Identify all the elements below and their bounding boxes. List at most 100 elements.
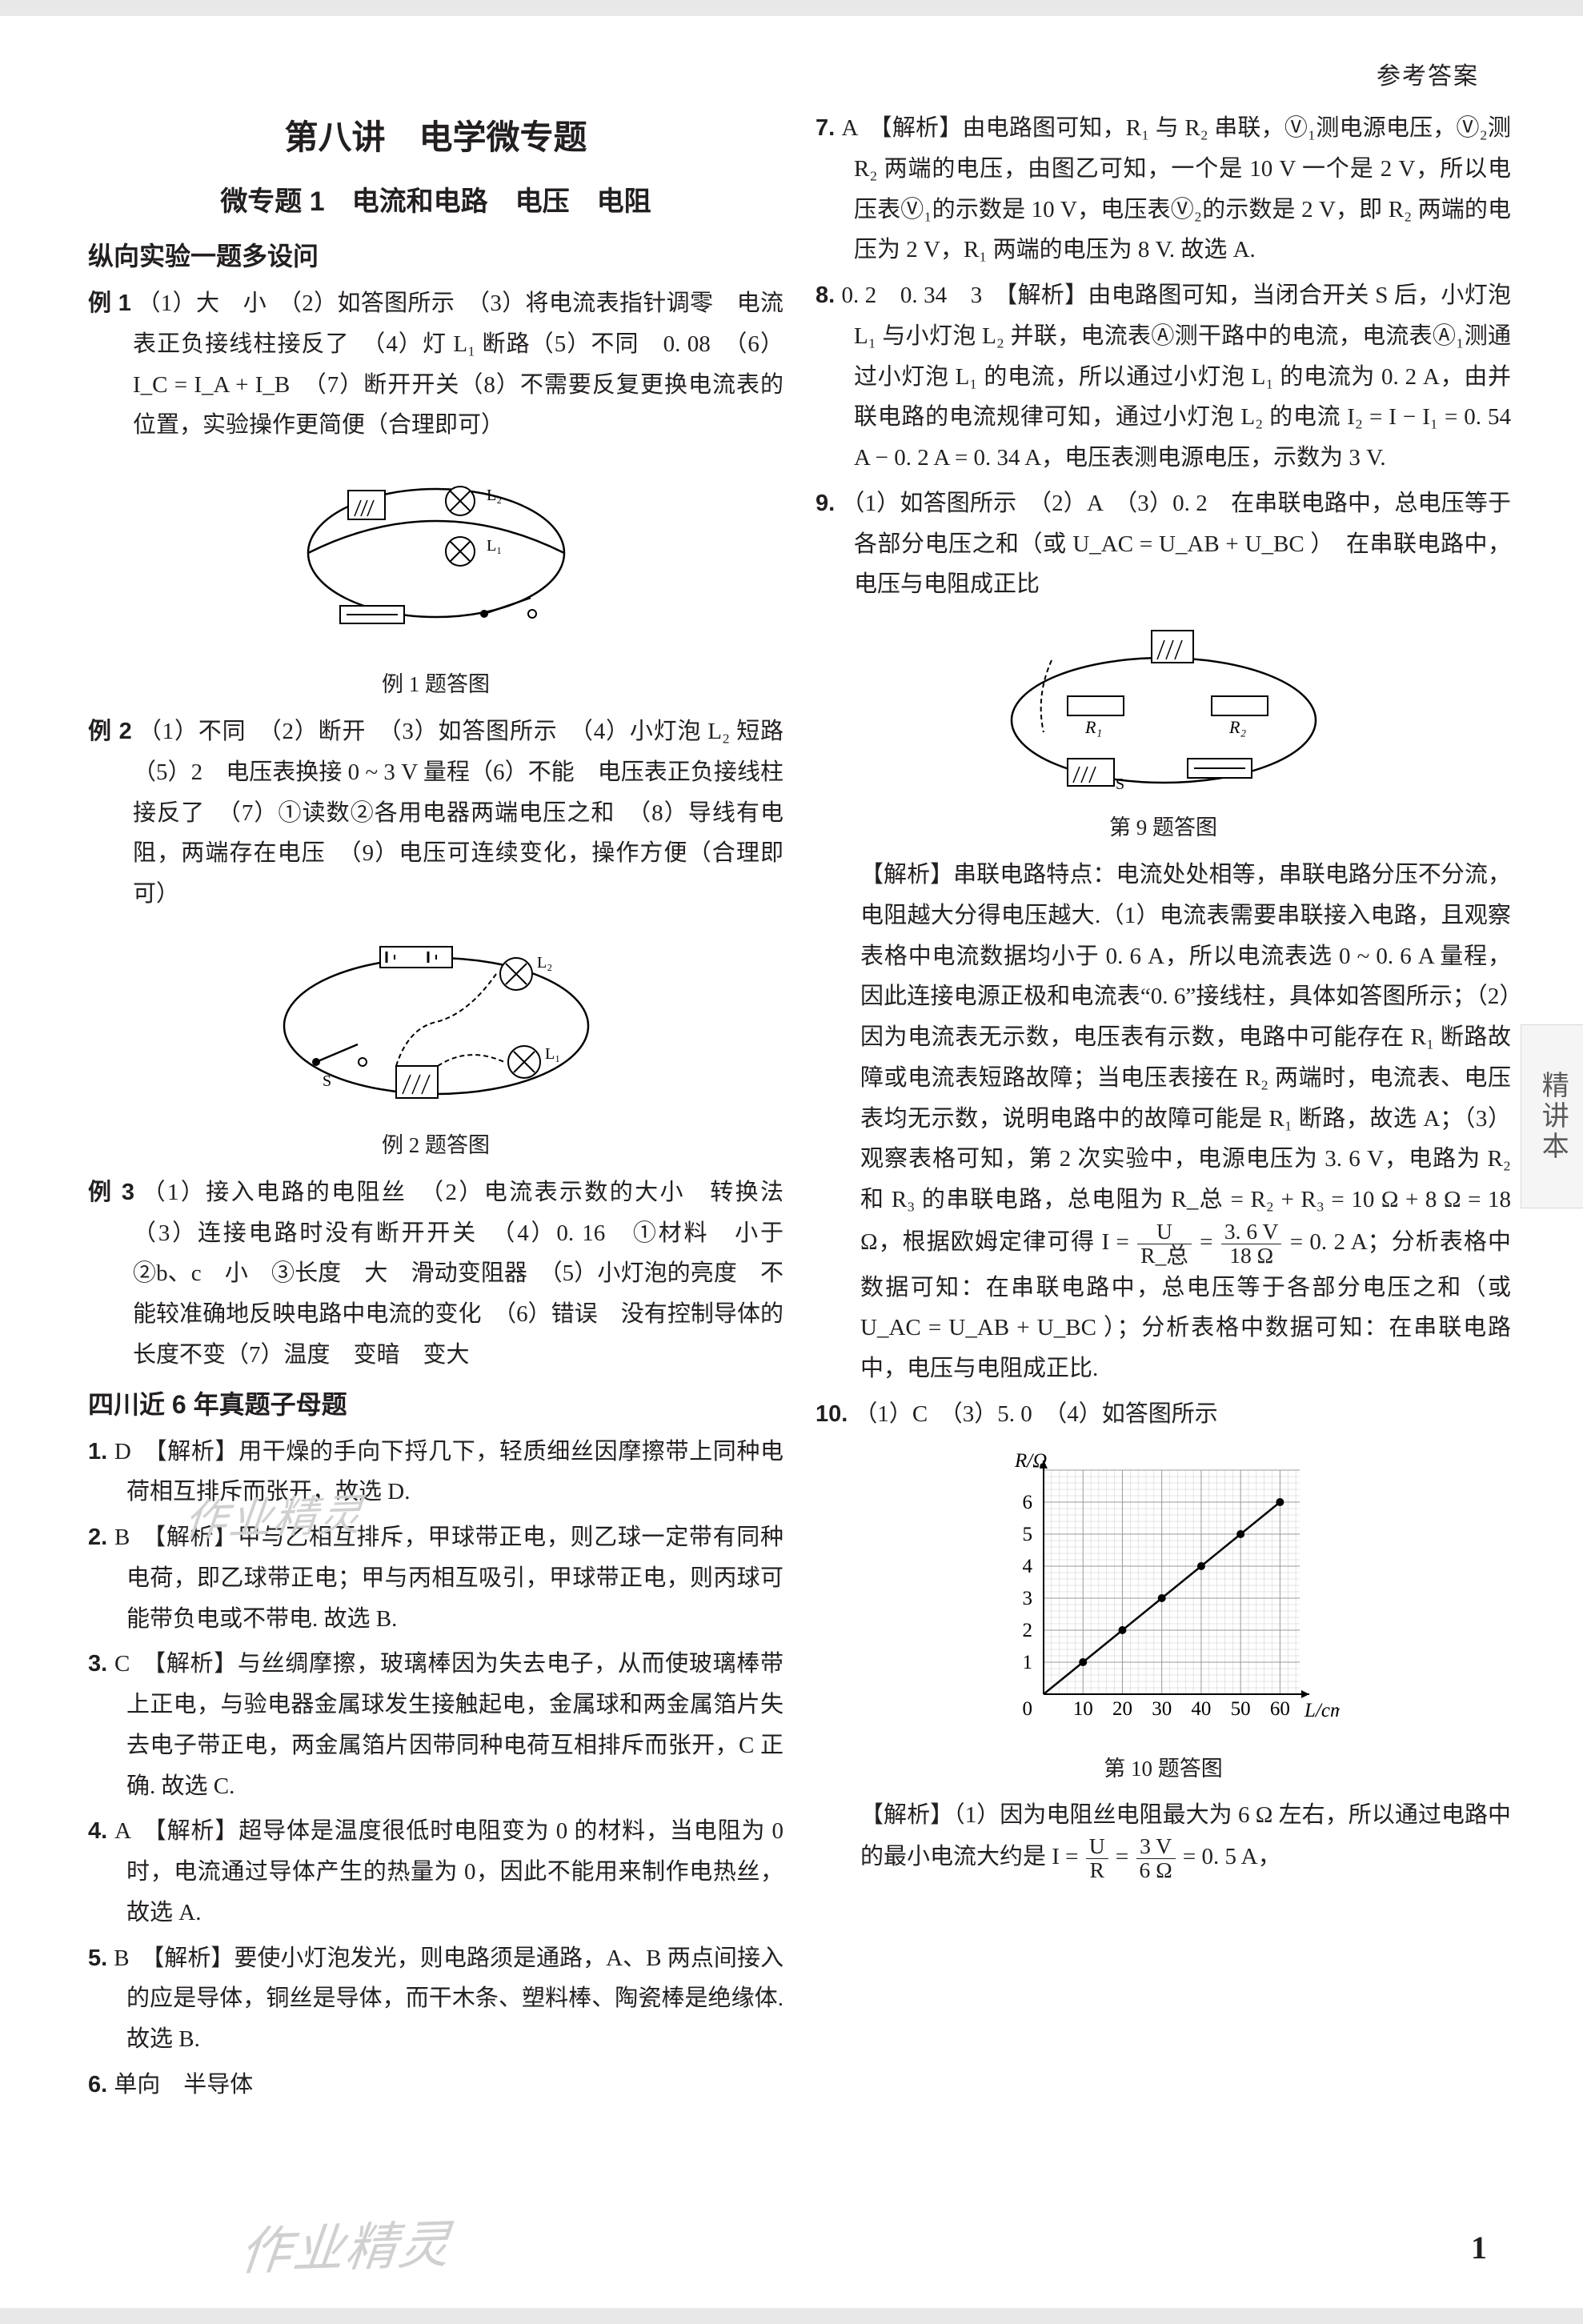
- question-number: 1.: [88, 1439, 114, 1465]
- question-4: 4. A 【解析】超导体是温度很低时电阻变为 0 的材料，当电阻为 0 时，电流…: [88, 1811, 783, 1933]
- fraction: UR_总: [1137, 1220, 1192, 1268]
- question-number: 2.: [88, 1525, 114, 1550]
- question-text: 【解析】串联电路特点：电流处处相等，串联电路分压不分流，电阻越大分得电压越大.（…: [860, 862, 1511, 1255]
- fraction-den: 6 Ω: [1136, 1859, 1176, 1882]
- question-number: 4.: [88, 1818, 114, 1844]
- svg-text:5: 5: [1022, 1524, 1032, 1545]
- question-10b: 【解析】（1）因为电阻丝电阻最大为 6 Ω 左右，所以通过电路中的最小电流大约是…: [816, 1795, 1511, 1883]
- svg-text:2: 2: [1022, 1620, 1032, 1641]
- question-text: A 【解析】超导体是温度很低时电阻变为 0 的材料，当电阻为 0 时，电流通过导…: [114, 1818, 783, 1925]
- question-1: 1. D 【解析】用干燥的手向下捋几下，轻质细丝因摩擦带上同种电荷相互排斥而张开…: [88, 1432, 783, 1513]
- sub-title: 微专题 1 电流和电路 电压 电阻: [88, 178, 783, 226]
- figure-1: L₂ L₁ 例 1 题答图: [88, 457, 783, 703]
- figure-2: L₂ L₁ S 例 2 题答图: [88, 926, 783, 1164]
- question-7: 7. A 【解析】由电路图可知，R₁ 与 R₂ 串联，Ⓥ₁测电源电压，Ⓥ₂测 R…: [816, 108, 1511, 270]
- equals: =: [1110, 1844, 1135, 1869]
- circuit-diagram-icon: L₂ L₁ S: [268, 926, 604, 1110]
- fraction: 3. 6 V18 Ω: [1221, 1220, 1282, 1268]
- svg-text:3: 3: [1022, 1588, 1032, 1609]
- example-label: 例 2: [88, 719, 132, 744]
- example-label: 例 3: [88, 1180, 134, 1205]
- fraction: UR: [1086, 1835, 1108, 1882]
- figure-9: R₁ R₂ S 第 9 题答图: [816, 616, 1511, 847]
- example-3: 例 3 （1）接入电路的电阻丝 （2）电流表示数的大小 转换法 （3）连接电路时…: [88, 1172, 783, 1376]
- question-text: （1）C （3）5. 0 （4）如答图所示: [854, 1401, 1217, 1427]
- svg-text:50: 50: [1230, 1698, 1250, 1720]
- example-2: 例 2 （1）不同 （2）断开 （3）如答图所示 （4）小灯泡 L₂ 短路 （5…: [88, 711, 783, 915]
- page-number: 1: [1471, 2220, 1487, 2276]
- question-text: （1）如答图所示 （2）A （3）0. 2 在串联电路中，总电压等于各部分电压之…: [841, 491, 1511, 598]
- question-2: 2. B 【解析】甲与乙相互排斥，甲球带正电，则乙球一定带有同种电荷，即乙球带正…: [88, 1517, 783, 1639]
- svg-text:20: 20: [1112, 1698, 1132, 1720]
- svg-text:40: 40: [1191, 1698, 1211, 1720]
- content-columns: 第八讲 电学微专题 微专题 1 电流和电路 电压 电阻 纵向实验一题多设问 例 …: [88, 108, 1511, 2110]
- figure-caption: 第 10 题答图: [816, 1750, 1511, 1788]
- svg-text:6: 6: [1022, 1492, 1032, 1513]
- svg-text:L₁: L₁: [487, 537, 502, 555]
- fraction-den: R_总: [1137, 1244, 1192, 1268]
- question-text: C 【解析】与丝绸摩擦，玻璃棒因为失去电子，从而使玻璃棒带上正电，与验电器金属球…: [114, 1651, 783, 1798]
- fraction-num: 3 V: [1136, 1835, 1176, 1859]
- example-text: （1）接入电路的电阻丝 （2）电流表示数的大小 转换法 （3）连接电路时没有断开…: [133, 1180, 807, 1368]
- svg-text:L/cm: L/cm: [1304, 1700, 1340, 1721]
- example-text: （1）大 小 （2）如答图所示 （3）将电流表指针调零 电流表正负接线柱接反了 …: [133, 290, 783, 438]
- left-column: 第八讲 电学微专题 微专题 1 电流和电路 电压 电阻 纵向实验一题多设问 例 …: [88, 108, 783, 2110]
- section-heading: 四川近 6 年真题子母题: [88, 1382, 783, 1427]
- question-text: 0. 2 0. 34 3 【解析】由电路图可知，当闭合开关 S 后，小灯泡 L₁…: [842, 282, 1511, 471]
- svg-text:60: 60: [1269, 1698, 1289, 1720]
- question-text: = 0. 5 A，: [1177, 1844, 1281, 1869]
- question-5: 5. B 【解析】要使小灯泡发光，则电路须是通路，A、B 两点间接入的应是导体，…: [88, 1938, 783, 2060]
- svg-text:R/Ω: R/Ω: [1014, 1450, 1047, 1472]
- fraction-den: R: [1086, 1859, 1108, 1882]
- figure-caption: 例 2 题答图: [88, 1127, 783, 1164]
- question-9a: 9. （1）如答图所示 （2）A （3）0. 2 在串联电路中，总电压等于各部分…: [816, 483, 1511, 605]
- question-text: 单向 半导体: [114, 2072, 253, 2098]
- question-number: 10.: [816, 1401, 854, 1427]
- example-1: 例 1 （1）大 小 （2）如答图所示 （3）将电流表指针调零 电流表正负接线柱…: [88, 283, 783, 446]
- question-text: A 【解析】由电路图可知，R₁ 与 R₂ 串联，Ⓥ₁测电源电压，Ⓥ₂测 R₂ 两…: [841, 115, 1511, 262]
- svg-text:S: S: [1116, 775, 1124, 792]
- question-10a: 10. （1）C （3）5. 0 （4）如答图所示: [816, 1394, 1511, 1435]
- page: 参考答案 精讲本 作业精灵 作业精灵 第八讲 电学微专题 微专题 1 电流和电路…: [0, 16, 1583, 2308]
- question-9b: 【解析】串联电路特点：电流处处相等，串联电路分压不分流，电阻越大分得电压越大.（…: [816, 855, 1511, 1389]
- svg-text:L₂: L₂: [487, 487, 502, 504]
- svg-text:R₂: R₂: [1228, 717, 1246, 737]
- example-text: （1）不同 （2）断开 （3）如答图所示 （4）小灯泡 L₂ 短路 （5）2 电…: [133, 719, 807, 907]
- section-heading: 纵向实验一题多设问: [88, 234, 783, 278]
- fraction-num: U: [1137, 1220, 1192, 1244]
- question-number: 5.: [88, 1945, 114, 1971]
- question-number: 8.: [816, 282, 842, 308]
- figure-caption: 第 9 题答图: [816, 809, 1511, 847]
- header-label: 参考答案: [1377, 56, 1479, 98]
- question-8: 8. 0. 2 0. 34 3 【解析】由电路图可知，当闭合开关 S 后，小灯泡…: [816, 275, 1511, 479]
- svg-text:R₁: R₁: [1084, 717, 1102, 737]
- right-column: 7. A 【解析】由电路图可知，R₁ 与 R₂ 串联，Ⓥ₁测电源电压，Ⓥ₂测 R…: [816, 108, 1511, 2110]
- fraction: 3 V6 Ω: [1136, 1835, 1176, 1882]
- svg-text:10: 10: [1072, 1698, 1092, 1720]
- svg-text:30: 30: [1152, 1698, 1172, 1720]
- fraction-num: U: [1086, 1835, 1108, 1859]
- side-tab: 精讲本: [1521, 1024, 1583, 1208]
- fraction-den: 18 Ω: [1221, 1244, 1282, 1268]
- question-text: B 【解析】要使小灯泡发光，则电路须是通路，A、B 两点间接入的应是导体，铜丝是…: [114, 1945, 783, 2053]
- figure-10: 1020304050601234560L/cmR/Ω 第 10 题答图: [816, 1446, 1511, 1789]
- question-text: B 【解析】甲与乙相互排斥，甲球带正电，则乙球一定带有同种电荷，即乙球带正电；甲…: [114, 1525, 783, 1632]
- svg-text:1: 1: [1022, 1652, 1032, 1673]
- question-3: 3. C 【解析】与丝绸摩擦，玻璃棒因为失去电子，从而使玻璃棒带上正电，与验电器…: [88, 1644, 783, 1806]
- question-text: D 【解析】用干燥的手向下捋几下，轻质细丝因摩擦带上同种电荷相互排斥而张开，故选…: [114, 1439, 783, 1505]
- chapter-title: 第八讲 电学微专题: [88, 108, 783, 167]
- question-number: 3.: [88, 1651, 114, 1677]
- question-6: 6. 单向 半导体: [88, 2065, 783, 2106]
- svg-text:0: 0: [1022, 1698, 1032, 1720]
- scatter-chart: 1020304050601234560L/cmR/Ω: [988, 1446, 1340, 1734]
- figure-caption: 例 1 题答图: [88, 666, 783, 703]
- circuit-diagram-icon: R₁ R₂ S: [996, 616, 1332, 792]
- question-number: 9.: [816, 491, 841, 516]
- fraction-num: 3. 6 V: [1221, 1220, 1282, 1244]
- svg-text:L₂: L₂: [537, 954, 552, 972]
- example-label: 例 1: [88, 290, 131, 316]
- question-number: 7.: [816, 115, 841, 141]
- equals: =: [1193, 1229, 1220, 1255]
- svg-text:4: 4: [1022, 1556, 1032, 1577]
- svg-text:L₁: L₁: [545, 1045, 560, 1063]
